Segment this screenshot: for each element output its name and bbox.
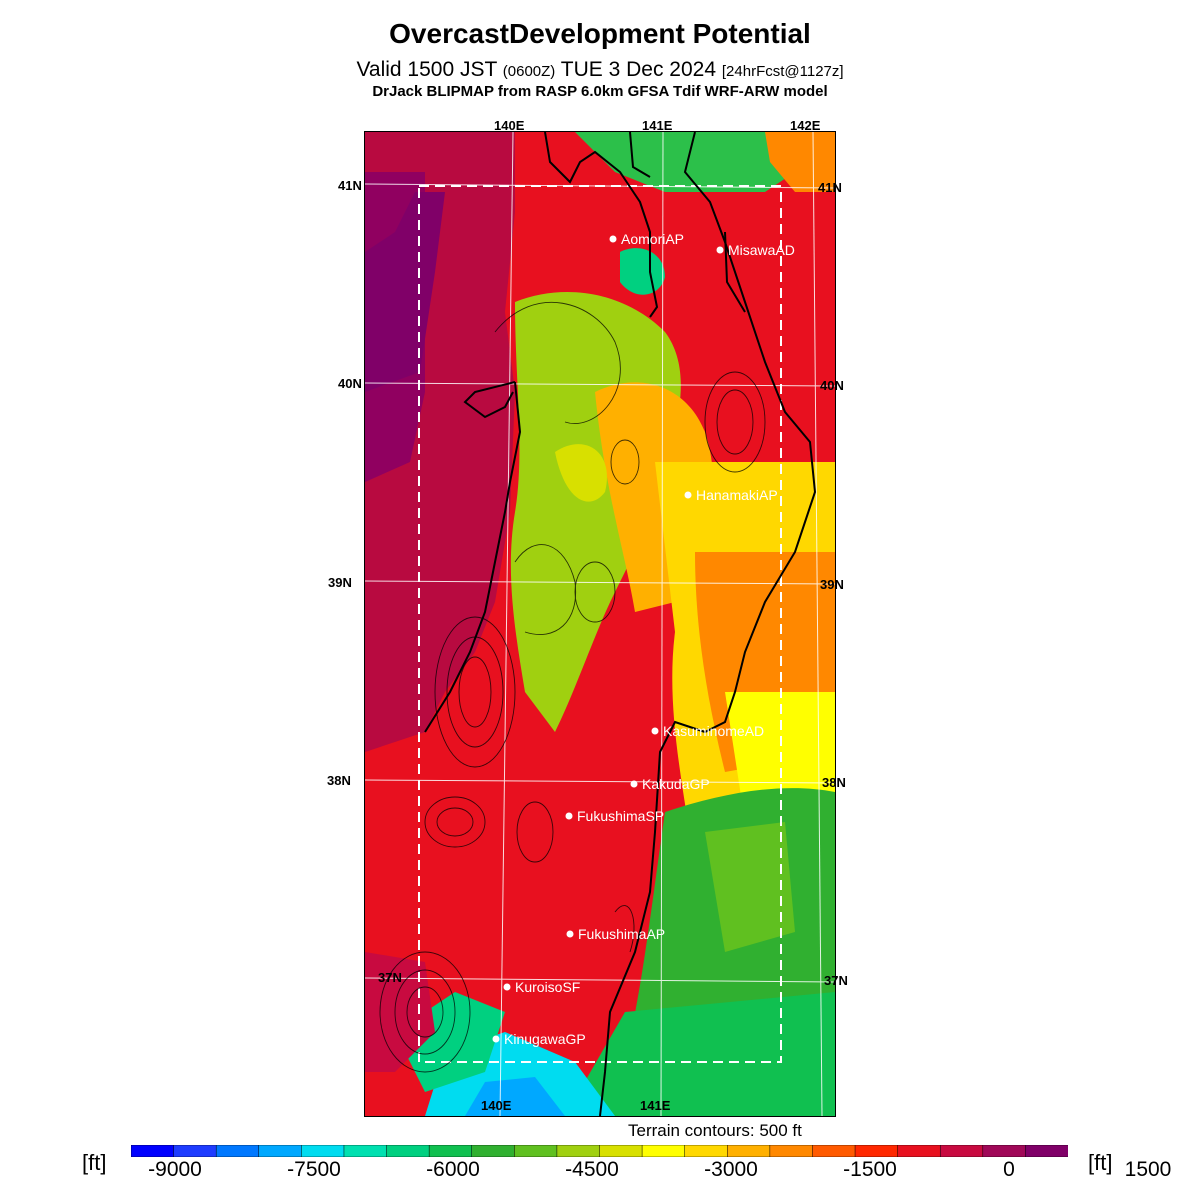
map-title: OvercastDevelopment Potential [389, 18, 811, 49]
longitude-label: 141E [640, 1098, 671, 1113]
model-description: DrJack BLIPMAP from RASP 6.0km GFSA Tdif… [372, 83, 828, 100]
valid-time: Valid 1500 JST [356, 58, 497, 81]
color-scale-bar [131, 1145, 1068, 1157]
latitude-label: 40N [338, 376, 362, 391]
color-scale-swatch [343, 1145, 388, 1157]
color-scale-tick-label: -6000 [426, 1158, 480, 1181]
unit-label-left: [ft] [82, 1150, 107, 1175]
color-scale-tick-label: 1500 [1124, 1158, 1172, 1181]
color-scale-tick-label: 0 [1003, 1158, 1015, 1181]
color-scale-swatch [727, 1145, 771, 1157]
utc-time: (0600Z) [502, 63, 556, 80]
color-scale-swatch [641, 1145, 686, 1157]
longitude-label: 141E [642, 118, 673, 133]
latitude-label: 38N [822, 775, 846, 790]
color-scale-tick-label: -4500 [565, 1158, 619, 1181]
latitude-label: 41N [818, 180, 842, 195]
color-scale-swatch [301, 1145, 345, 1157]
color-scale-swatch [684, 1145, 729, 1157]
forecast-info: [24hrFcst@1127z] [721, 63, 844, 80]
color-scale-tick-label: -7500 [287, 1158, 341, 1181]
color-scale-swatch [599, 1145, 643, 1157]
latitude-label: 38N [327, 773, 351, 788]
longitude-label: 142E [790, 118, 821, 133]
terrain-contour-note: Terrain contours: 500 ft [628, 1121, 802, 1140]
longitude-label: 140E [494, 118, 525, 133]
color-scale-swatch [1025, 1145, 1068, 1157]
color-scale-swatch [897, 1145, 941, 1157]
color-scale-swatch [131, 1145, 175, 1157]
latitude-label: 37N [824, 973, 848, 988]
color-scale-tick-label: -1500 [843, 1158, 897, 1181]
color-scale-swatch [812, 1145, 856, 1157]
color-scale-swatch [939, 1145, 984, 1157]
latitude-label: 37N [378, 970, 402, 985]
color-scale-swatch [428, 1145, 473, 1157]
color-scale-swatch [471, 1145, 516, 1157]
color-scale-swatch [215, 1145, 260, 1157]
unit-label-right: [ft] [1088, 1150, 1113, 1175]
longitude-label: 140E [481, 1098, 512, 1113]
color-scale-swatch [514, 1145, 558, 1157]
latitude-label: 39N [328, 575, 352, 590]
valid-time-line: Valid 1500 JST (0600Z) TUE 3 Dec 2024 [2… [0, 58, 1200, 82]
forecast-map [364, 131, 836, 1117]
color-scale-swatch [769, 1145, 814, 1157]
latitude-label: 41N [338, 178, 362, 193]
latitude-label: 40N [820, 378, 844, 393]
color-scale-tick-label: -9000 [148, 1158, 202, 1181]
color-scale-swatch [556, 1145, 601, 1157]
color-scale-tick-label: -3000 [704, 1158, 758, 1181]
color-scale-swatch [854, 1145, 899, 1157]
color-scale-swatch [982, 1145, 1027, 1157]
color-scale-swatch [173, 1145, 217, 1157]
color-scale-swatch [386, 1145, 430, 1157]
latitude-label: 39N [820, 577, 844, 592]
color-scale-swatch [258, 1145, 303, 1157]
valid-date: TUE 3 Dec 2024 [560, 58, 717, 81]
